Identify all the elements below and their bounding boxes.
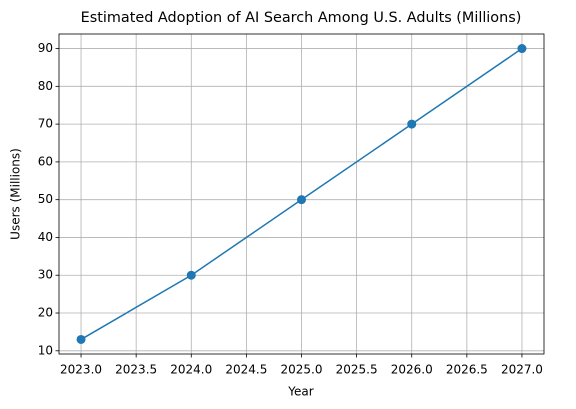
plot-frame bbox=[58, 33, 545, 355]
x-tick-label: 2027.0 bbox=[501, 363, 543, 377]
x-tick-label: 2023.5 bbox=[115, 363, 157, 377]
x-tick-label: 2026.5 bbox=[446, 363, 488, 377]
y-tick-label: 30 bbox=[38, 268, 53, 282]
marker bbox=[76, 334, 86, 344]
y-tick-label: 80 bbox=[38, 79, 53, 93]
chart-title: Estimated Adoption of AI Search Among U.… bbox=[81, 10, 522, 26]
y-tick-label: 60 bbox=[38, 154, 53, 168]
y-tick-label: 50 bbox=[38, 192, 53, 206]
x-tick-label: 2023.0 bbox=[60, 363, 102, 377]
y-tick-label: 10 bbox=[38, 343, 53, 357]
x-tick-label: 2025.0 bbox=[281, 363, 323, 377]
x-tick-label: 2024.5 bbox=[225, 363, 267, 377]
y-tick-label: 20 bbox=[38, 306, 53, 320]
x-axis-label: Year bbox=[287, 385, 313, 399]
marker bbox=[517, 44, 527, 54]
marker bbox=[297, 195, 306, 205]
y-tick-label: 40 bbox=[38, 230, 53, 244]
y-tick-label: 90 bbox=[38, 41, 53, 55]
y-tick-label: 70 bbox=[38, 117, 53, 131]
y-axis-label: Users (Millions) bbox=[9, 148, 23, 240]
x-tick-label: 2024.0 bbox=[170, 363, 212, 377]
marker bbox=[407, 119, 417, 129]
marker bbox=[186, 270, 196, 280]
x-tick-label: 2025.5 bbox=[336, 363, 378, 377]
x-tick-label: 2026.0 bbox=[391, 363, 433, 377]
